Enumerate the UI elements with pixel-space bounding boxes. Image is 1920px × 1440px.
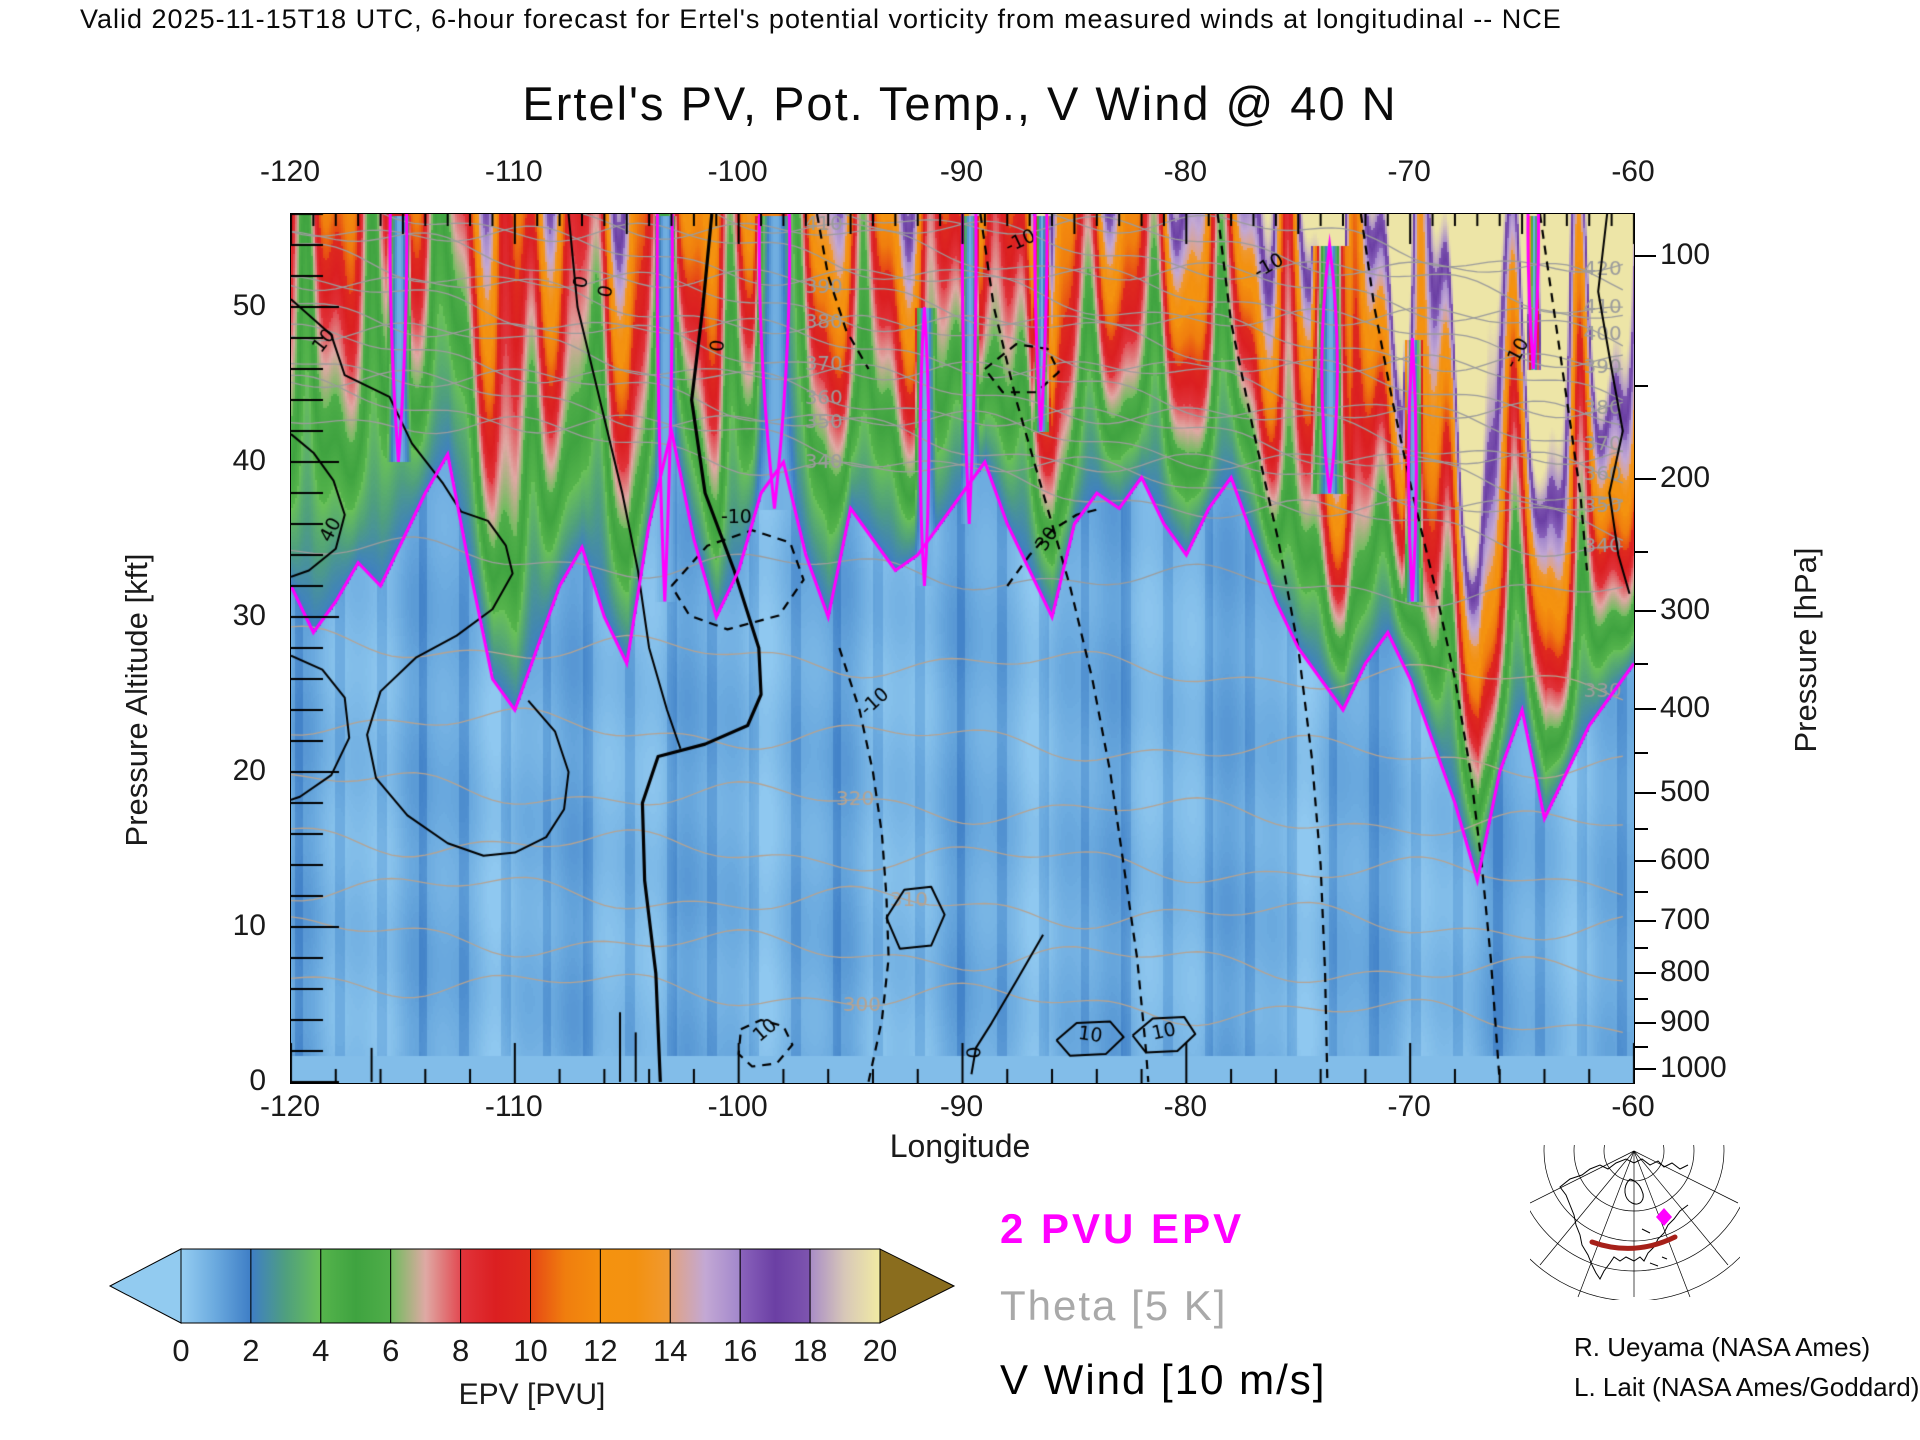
colorbar-tick-label: 14 xyxy=(653,1333,688,1368)
y-right-minor-tick xyxy=(1634,997,1648,1000)
x-tick-label-top: -90 xyxy=(939,155,984,188)
y-right-tick xyxy=(1634,972,1656,974)
y-right-tick xyxy=(1634,478,1656,480)
colorbar-segment xyxy=(530,1248,601,1324)
colorbar-tick-label: 8 xyxy=(451,1333,470,1368)
y-right-tick-label: 600 xyxy=(1660,843,1711,876)
colorbar-tick-label: 0 xyxy=(172,1333,190,1368)
y-right-tick-label: 300 xyxy=(1660,593,1711,626)
x-tick-label-bottom: -100 xyxy=(707,1090,768,1123)
colorbar-segment xyxy=(250,1248,322,1324)
y-right-tick xyxy=(1634,920,1656,922)
y-right-minor-tick xyxy=(1634,827,1648,830)
page-title: Ertel's PV, Pot. Temp., V Wind @ 40 N xyxy=(522,77,1398,130)
credit-line-1: R. Ueyama (NASA Ames) xyxy=(1574,1332,1871,1362)
y-right-tick xyxy=(1634,860,1656,862)
colorbar-segment xyxy=(180,1248,252,1324)
x-tick-label-top: -100 xyxy=(707,155,768,188)
y-right-tick-label: 500 xyxy=(1660,775,1711,808)
y-right-tick-label: 800 xyxy=(1660,955,1711,988)
cross-section-plot xyxy=(290,213,1635,1084)
y-right-tick-label: 700 xyxy=(1660,903,1711,936)
colorbar-title: EPV [PVU] xyxy=(458,1378,606,1411)
map-location-marker xyxy=(1656,1208,1672,1226)
colorbar-segment xyxy=(739,1248,811,1324)
colorbar-tick-label: 20 xyxy=(862,1333,898,1368)
y-right-minor-tick xyxy=(1634,891,1648,894)
colorbar-segment xyxy=(460,1248,532,1324)
colorbar-segment xyxy=(599,1248,671,1324)
y-right-minor-tick xyxy=(1634,1045,1648,1048)
y-left-tick-label: 50 xyxy=(232,289,266,322)
y-right-tick xyxy=(1634,1068,1656,1070)
y-right-tick-label: 100 xyxy=(1660,238,1711,271)
credit-line-2: L. Lait (NASA Ames/Goddard) xyxy=(1574,1372,1920,1402)
x-tick-label-bottom: -60 xyxy=(1611,1090,1655,1123)
y-right-minor-tick xyxy=(1634,946,1648,949)
y-left-tick-label: 0 xyxy=(249,1064,266,1097)
map-40n-track xyxy=(1589,1234,1678,1251)
x-tick-label-bottom: -80 xyxy=(1163,1090,1208,1123)
x-tick-label-top: -70 xyxy=(1387,155,1431,188)
y-right-tick xyxy=(1634,255,1656,257)
colorbar-tick-label: 18 xyxy=(792,1333,828,1368)
y-left-tick-label: 40 xyxy=(232,444,266,477)
y-right-minor-tick xyxy=(1634,752,1648,755)
legend-vwind: V Wind [10 m/s] xyxy=(1000,1356,1327,1403)
x-tick-label-bottom: -70 xyxy=(1387,1090,1431,1123)
map-graticule xyxy=(1530,1145,1740,1300)
colorbar-tick-label: 6 xyxy=(382,1333,400,1368)
colorbar-arrow-end xyxy=(879,1248,956,1324)
legend-theta: Theta [5 K] xyxy=(1000,1282,1228,1329)
y-right-tick-label: 1000 xyxy=(1660,1051,1727,1084)
colorbar-segment xyxy=(669,1248,741,1324)
colorbar-arrow xyxy=(108,1248,956,1324)
y-right-tick xyxy=(1634,792,1656,794)
location-inset-map xyxy=(1530,1145,1740,1300)
colorbar-tick-label: 12 xyxy=(583,1333,618,1368)
x-tick-label-bottom: -110 xyxy=(484,1090,543,1123)
y-right-tick-label: 900 xyxy=(1660,1005,1711,1038)
y-right-tick-label: 200 xyxy=(1660,461,1711,494)
x-axis-title: Longitude xyxy=(889,1128,1031,1164)
y-right-tick xyxy=(1634,708,1656,710)
x-tick-label-bottom: -120 xyxy=(259,1090,321,1123)
colorbar-arrow-end xyxy=(108,1248,182,1324)
colorbar-segment xyxy=(390,1248,462,1324)
colorbar-segment xyxy=(320,1248,392,1324)
y-axis-left-title: Pressure Altitude [kft] xyxy=(119,553,154,847)
colorbar-tick-label: 4 xyxy=(312,1333,330,1368)
x-tick-label-top: -110 xyxy=(484,155,543,188)
y-right-minor-tick xyxy=(1634,662,1648,665)
colorbar-tick-label: 10 xyxy=(513,1333,548,1368)
colorbar-tick-label: 2 xyxy=(242,1333,260,1368)
valid-time-header: Valid 2025-11-15T18 UTC, 6-hour forecast… xyxy=(80,4,1562,34)
y-right-minor-tick xyxy=(1634,385,1648,388)
epv-colorbar: 0 2 4 6 8 10 12 14 16 18 20 xyxy=(108,1245,956,1368)
x-tick-label-bottom: -90 xyxy=(939,1090,984,1123)
y-right-tick xyxy=(1634,610,1656,612)
colorbar-segment xyxy=(809,1248,881,1324)
y-left-tick-label: 30 xyxy=(232,599,266,632)
y-left-tick-label: 10 xyxy=(232,909,266,942)
x-tick-label-top: -80 xyxy=(1163,155,1208,188)
colorbar-tick-label: 16 xyxy=(722,1333,758,1368)
y-right-tick-label: 400 xyxy=(1660,691,1711,724)
legend-2pvu-epv: 2 PVU EPV xyxy=(1000,1205,1245,1252)
x-tick-label-top: -60 xyxy=(1611,155,1655,188)
y-axis-right-title: Pressure [hPa] xyxy=(1788,547,1823,753)
y-right-minor-tick xyxy=(1634,550,1648,553)
x-tick-label-top: -120 xyxy=(259,155,321,188)
y-right-tick xyxy=(1634,1022,1656,1024)
y-left-tick-label: 20 xyxy=(232,754,266,787)
map-coastlines xyxy=(1559,1158,1689,1280)
